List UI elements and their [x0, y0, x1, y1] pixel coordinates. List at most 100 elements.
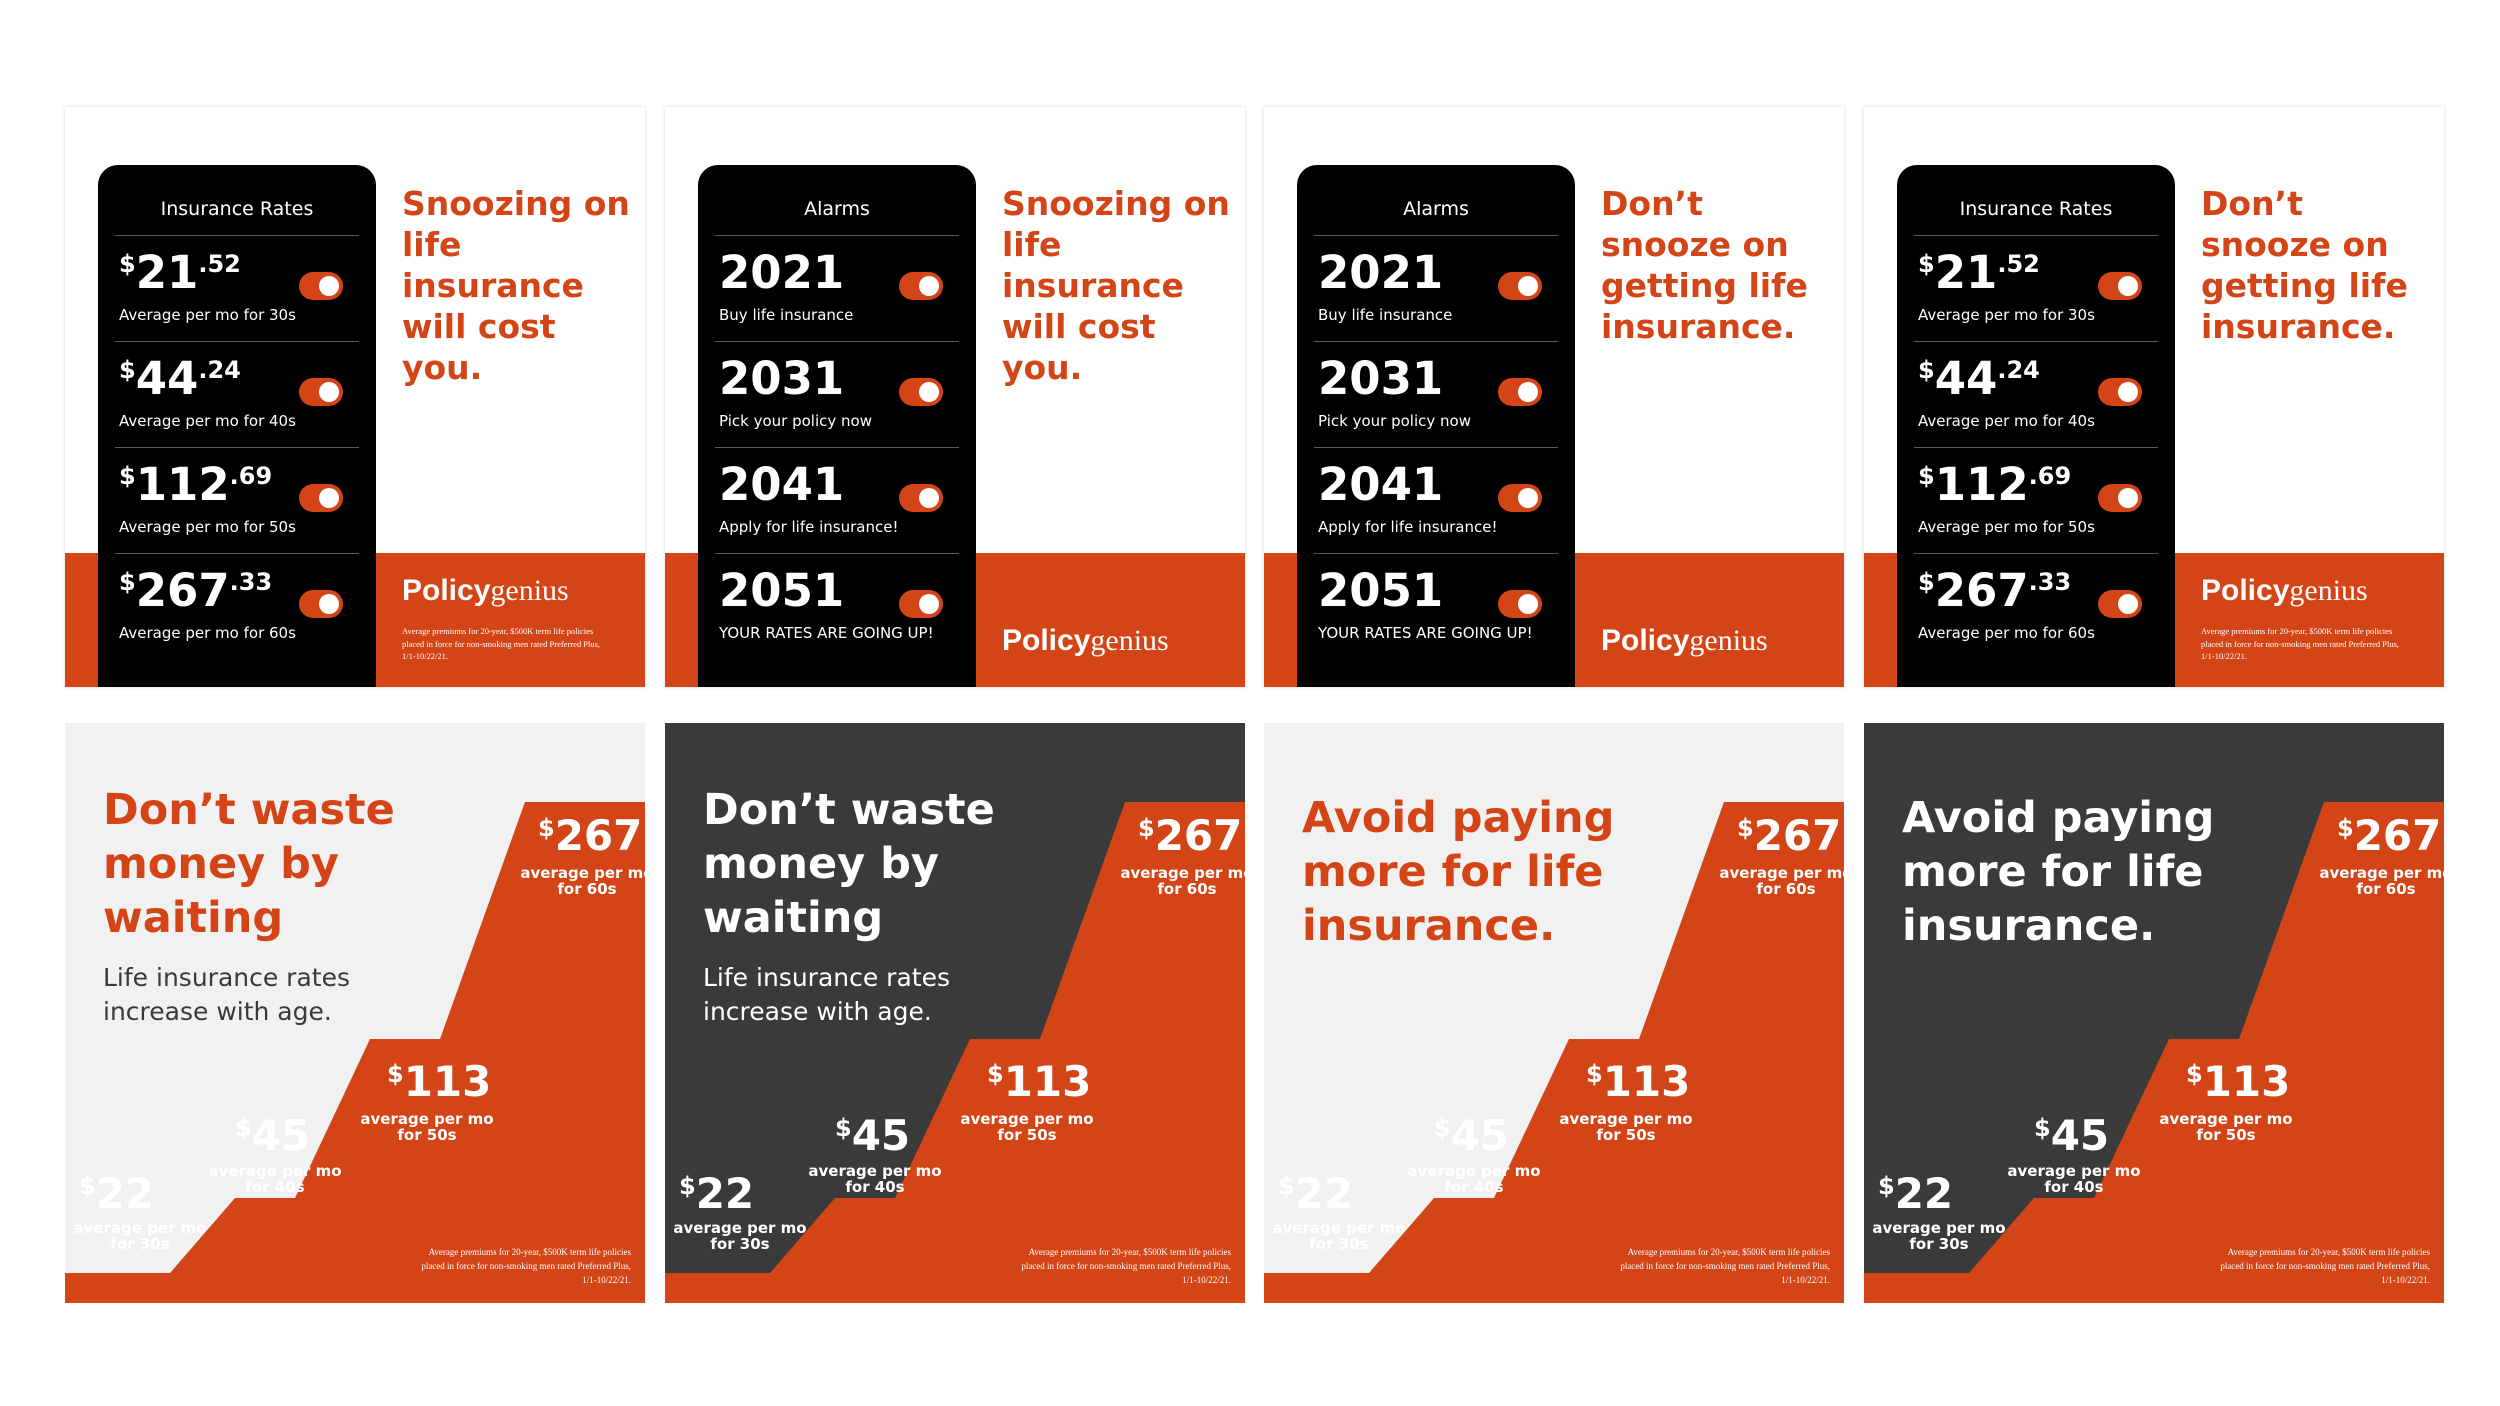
price-caption: average per mo for 30s — [1872, 1219, 2006, 1253]
ad-headline: Don’t waste money by waiting — [703, 785, 995, 943]
price-value: $22 — [679, 1169, 755, 1218]
toggle-knob — [919, 594, 939, 614]
dollar-sign: $ — [1586, 1060, 1603, 1088]
disclaimer: Average premiums for 20-year, $500K term… — [1620, 1247, 1830, 1285]
policygenius-logo: Policygenius — [1002, 623, 1169, 658]
dollar-sign: $ — [119, 356, 136, 384]
price-caption: average per mo for 40s — [1407, 1162, 1541, 1196]
staircase-shape — [1264, 802, 1844, 1303]
disclaimer: Average premiums for 20-year, $500K term… — [2201, 626, 2400, 661]
staircase-shape — [665, 802, 1245, 1303]
row-caption: Apply for life insurance! — [1318, 518, 1498, 536]
logo-policy: Policy — [2201, 574, 2290, 607]
phone-mockup: Alarms 2021 Buy life insurance 2031 Pick you… — [698, 165, 976, 687]
row-value: 2031 — [719, 352, 845, 405]
row-caption: Average per mo for 40s — [1918, 412, 2095, 430]
disclaimer: Average premiums for 20-year, $500K term… — [421, 1247, 631, 1285]
row-caption: Buy life insurance — [1318, 306, 1453, 324]
logo-policy: Policy — [402, 574, 491, 607]
phone-list-item: $21.52 Average per mo for 30s — [115, 235, 359, 341]
price-caption: average per mo for 60s — [1120, 864, 1245, 898]
row-value: $112.69 — [119, 458, 273, 511]
policygenius-logo: Policygenius — [1601, 623, 1768, 658]
ad-headline: Snoozing on life insurance will cost you… — [402, 184, 630, 387]
row-value: $21.52 — [119, 246, 241, 299]
price-caption: average per mo for 50s — [1559, 1110, 1693, 1144]
row-caption: Average per mo for 30s — [119, 306, 296, 324]
logo-policy: Policy — [1002, 624, 1091, 657]
cents-value: .33 — [229, 568, 273, 596]
row-value: 2051 — [719, 564, 845, 617]
price-caption: average per mo for 50s — [360, 1110, 494, 1144]
toggle-switch — [299, 590, 343, 618]
toggle-switch — [2098, 272, 2142, 300]
phone-list-item: 2051 YOUR RATES ARE GOING UP! — [1314, 553, 1558, 659]
row-caption: Pick your policy now — [719, 412, 872, 430]
price-caption: average per mo for 60s — [2319, 864, 2444, 898]
toggle-knob — [919, 488, 939, 508]
toggle-switch — [899, 272, 943, 300]
price-staircase-graphic — [1864, 802, 2444, 1303]
phone-list-item: 2021 Buy life insurance — [715, 235, 959, 341]
toggle-knob — [1518, 594, 1538, 614]
toggle-switch — [299, 484, 343, 512]
row-value: 2041 — [719, 458, 845, 511]
dollar-sign: $ — [987, 1060, 1004, 1088]
toggle-knob — [1518, 382, 1538, 402]
toggle-knob — [919, 276, 939, 296]
toggle-switch — [1498, 272, 1542, 300]
phone-list-item: 2021 Buy life insurance — [1314, 235, 1558, 341]
logo-genius: genius — [1689, 624, 1768, 657]
price-caption: average per mo for 60s — [1719, 864, 1844, 898]
toggle-switch — [1498, 590, 1542, 618]
logo-genius: genius — [490, 574, 569, 607]
toggle-knob — [319, 382, 339, 402]
toggle-switch — [299, 272, 343, 300]
dollar-sign: $ — [1918, 356, 1935, 384]
row-value: 2021 — [719, 246, 845, 299]
row-value: $267.33 — [1918, 564, 2072, 617]
row-caption: Average per mo for 40s — [119, 412, 296, 430]
disclaimer: Average premiums for 20-year, $500K term… — [402, 626, 601, 661]
phone-ad: Insurance Rates $21.52 Average per mo for … — [65, 107, 645, 687]
toggle-knob — [2118, 382, 2138, 402]
phone-ad: Alarms 2021 Buy life insurance 2031 Pick you… — [1264, 107, 1844, 687]
row-caption: Pick your policy now — [1318, 412, 1471, 430]
disclaimer: Average premiums for 20-year, $500K term… — [2220, 1247, 2430, 1285]
cents-value: .52 — [1997, 250, 2040, 278]
dollar-sign: $ — [119, 568, 136, 596]
staircase-ad: Don’t waste money by waiting Life insuran… — [665, 723, 1245, 1303]
toggle-switch — [2098, 590, 2142, 618]
toggle-knob — [2118, 276, 2138, 296]
row-caption: Average per mo for 30s — [1918, 306, 2095, 324]
dollar-sign: $ — [538, 814, 555, 842]
ad-headline: Don’t snooze on getting life insurance. — [2201, 184, 2408, 346]
dollar-sign: $ — [79, 1172, 96, 1200]
price-value: $45 — [835, 1111, 911, 1160]
ad-subheadline: Life insurance rates increase with age. — [103, 963, 350, 1026]
row-caption: Buy life insurance — [719, 306, 854, 324]
price-value: $113 — [387, 1057, 492, 1106]
price-caption: average per mo for 40s — [808, 1162, 942, 1196]
row-caption: YOUR RATES ARE GOING UP! — [719, 624, 934, 642]
phone-ad: Alarms 2021 Buy life insurance 2031 Pick you… — [665, 107, 1245, 687]
toggle-switch — [1498, 378, 1542, 406]
price-value: $22 — [1878, 1169, 1954, 1218]
dollar-sign: $ — [1878, 1172, 1895, 1200]
toggle-switch — [899, 378, 943, 406]
cents-value: .33 — [2028, 568, 2072, 596]
policygenius-logo: Policygenius — [402, 573, 569, 608]
dollar-sign: $ — [679, 1172, 696, 1200]
dollar-sign: $ — [2034, 1114, 2051, 1142]
price-value: $22 — [1278, 1169, 1354, 1218]
price-caption: average per mo for 50s — [960, 1110, 1094, 1144]
phone-list-item: 2031 Pick your policy now — [715, 341, 959, 447]
toggle-switch — [1498, 484, 1542, 512]
price-value: $22 — [79, 1169, 155, 1218]
dollar-sign: $ — [1918, 462, 1935, 490]
phone-list-item: $267.33 Average per mo for 60s — [115, 553, 359, 659]
dollar-sign: $ — [1138, 814, 1155, 842]
row-caption: Average per mo for 60s — [119, 624, 296, 642]
ad-headline: Don’t waste money by waiting — [103, 785, 395, 943]
row-value: $112.69 — [1918, 458, 2072, 511]
